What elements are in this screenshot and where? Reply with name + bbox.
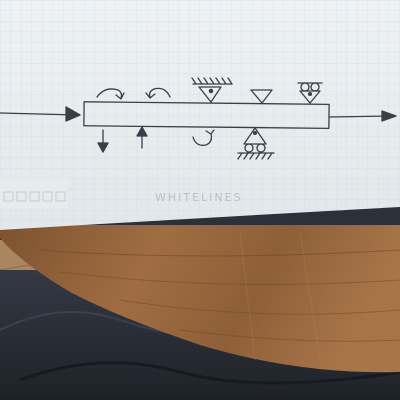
- wooden-table: [0, 225, 400, 373]
- triangle-support: [250, 89, 273, 104]
- moment-arrow-counterclockwise: [145, 87, 171, 99]
- moment-arrow-lower: [192, 129, 215, 146]
- grid-paper: [0, 0, 400, 230]
- input-arrow: [0, 106, 81, 122]
- beam-rectangle: [83, 101, 330, 130]
- roller-support-top: [297, 82, 323, 104]
- output-arrow: [329, 110, 397, 122]
- engineering-sketch: [0, 77, 397, 160]
- force-arrow-down: [97, 129, 109, 153]
- moment-arrow-clockwise: [96, 88, 125, 100]
- fixed-hinge-support-top: [191, 77, 233, 103]
- force-arrow-up: [136, 126, 148, 149]
- paper-watermark: WHITELINES: [155, 191, 243, 204]
- roller-support-bottom: [237, 127, 275, 160]
